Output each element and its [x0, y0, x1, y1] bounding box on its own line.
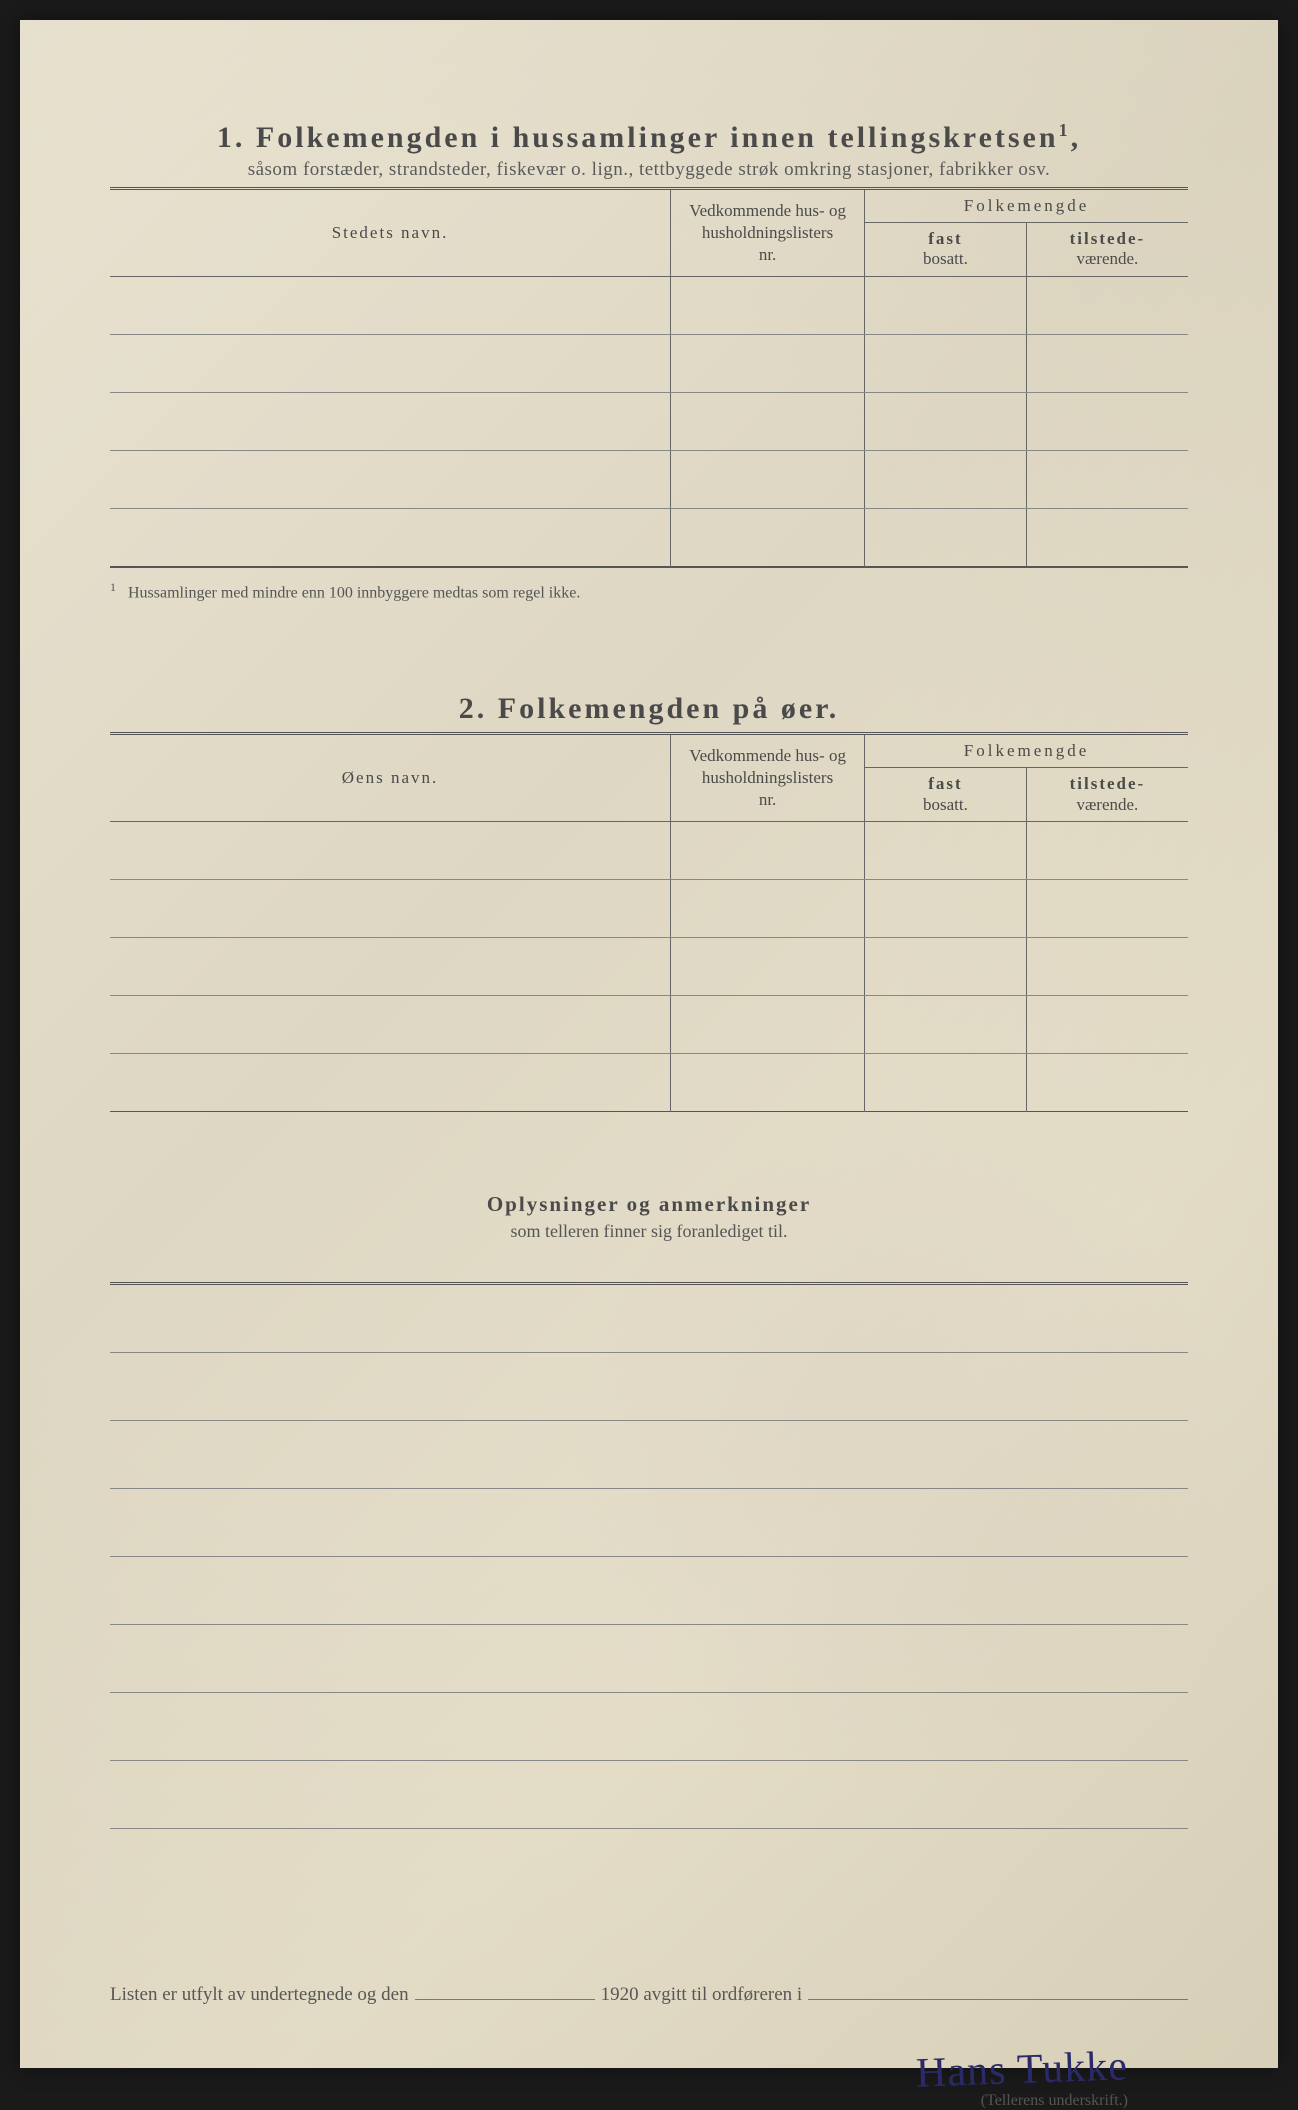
col-header-name: Stedets navn. [110, 189, 671, 277]
col2-header-nr: Vedkommende hus- og husholdningslisters … [671, 734, 865, 822]
table-row [110, 450, 1188, 508]
place-blank [808, 1979, 1188, 2000]
section2-title-text: Folkemengden på øer. [498, 692, 839, 725]
date-blank [415, 1979, 595, 2000]
table-row [110, 276, 1188, 334]
table-row [110, 392, 1188, 450]
remark-line [110, 1693, 1188, 1761]
col2-header-name: Øens navn. [110, 734, 671, 822]
remarks-section: Oplysninger og anmerkninger som telleren… [110, 1192, 1188, 1829]
bottom-attestation: Listen er utfylt av undertegnede og den … [110, 1979, 1188, 2006]
section1-title-text: Folkemengden i hussamlinger innen tellin… [256, 121, 1059, 154]
signature-block: Hans Tukke (Tellerens underskrift.) [110, 2046, 1188, 2110]
section1-subtitle: såsom forstæder, strandsteder, fiskevær … [110, 159, 1188, 181]
col2-header-fast: fast bosatt. [865, 768, 1027, 822]
col2-header-tilstede: tilstede- værende. [1026, 768, 1188, 822]
section1-footnote: 1 Hussamlinger med mindre enn 100 innbyg… [110, 567, 1188, 602]
remarks-lines [110, 1282, 1188, 1829]
section1-table: Stedets navn. Vedkommende hus- og hushol… [110, 187, 1188, 567]
section1-sup: 1 [1059, 120, 1071, 140]
section2-number: 2. [459, 692, 488, 725]
remark-line [110, 1285, 1188, 1353]
section2-tbody [110, 821, 1188, 1111]
remark-line [110, 1761, 1188, 1829]
signature: Hans Tukke [915, 2042, 1128, 2097]
bottom-year: 1920 [601, 1984, 639, 2006]
col-header-pop: Folkemengde [865, 189, 1188, 223]
table-row [110, 508, 1188, 566]
remark-line [110, 1489, 1188, 1557]
table-row [110, 879, 1188, 937]
section2-title: 2. Folkemengden på øer. [110, 692, 1188, 726]
col-header-fast: fast bosatt. [865, 223, 1027, 277]
table-row [110, 334, 1188, 392]
remarks-title: Oplysninger og anmerkninger som telleren… [110, 1192, 1188, 1242]
table-row [110, 821, 1188, 879]
remark-line [110, 1557, 1188, 1625]
section1-title: 1. Folkemengden i hussamlinger innen tel… [110, 120, 1188, 181]
remark-line [110, 1421, 1188, 1489]
section1-tbody [110, 276, 1188, 566]
census-form-page: 1. Folkemengden i hussamlinger innen tel… [20, 20, 1278, 2068]
remark-line [110, 1625, 1188, 1693]
table-row [110, 1053, 1188, 1111]
col-header-tilstede: tilstede- værende. [1026, 223, 1188, 277]
section2-table: Øens navn. Vedkommende hus- og husholdni… [110, 732, 1188, 1112]
table-row [110, 995, 1188, 1053]
remark-line [110, 1353, 1188, 1421]
col-header-nr: Vedkommende hus- og husholdningslisters … [671, 189, 865, 277]
bottom-text2: avgitt til ordføreren i [643, 1984, 802, 2006]
section2: 2. Folkemengden på øer. Øens navn. Vedko… [110, 692, 1188, 1112]
bottom-text1: Listen er utfylt av undertegnede og den [110, 1984, 409, 2006]
table-row [110, 937, 1188, 995]
col2-header-pop: Folkemengde [865, 734, 1188, 768]
section1-number: 1. [217, 121, 246, 154]
